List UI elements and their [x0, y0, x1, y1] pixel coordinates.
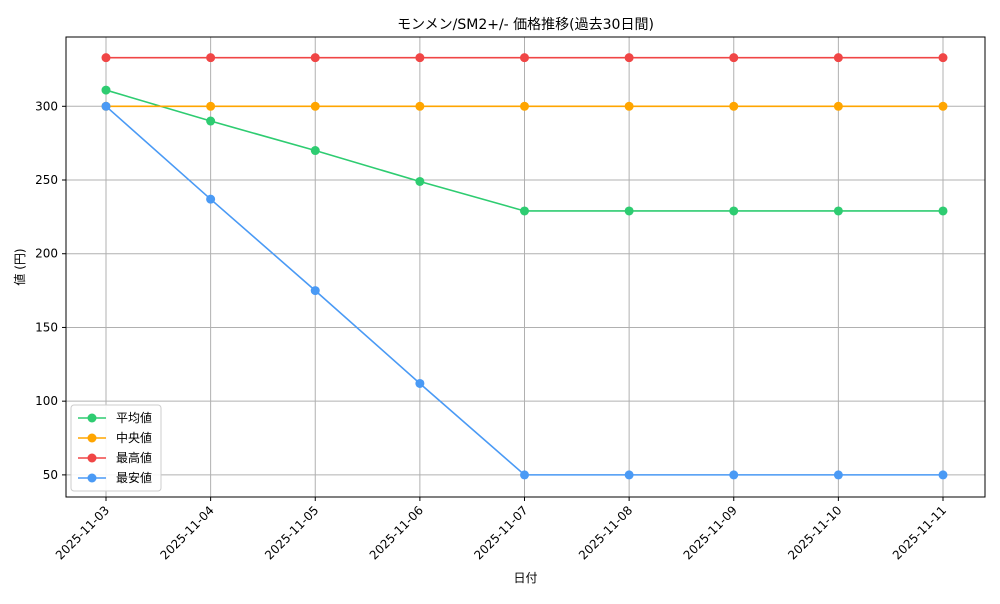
data-point — [310, 53, 320, 63]
legend-label: 最安値 — [116, 470, 152, 485]
data-point — [729, 101, 739, 111]
data-point — [833, 53, 843, 63]
data-point — [520, 206, 529, 216]
data-point — [520, 101, 529, 111]
data-point — [938, 53, 948, 63]
data-point — [206, 116, 216, 126]
legend-marker — [87, 433, 97, 443]
data-point — [101, 85, 111, 95]
data-point — [206, 53, 216, 63]
data-point — [310, 101, 320, 111]
data-point — [938, 470, 948, 480]
data-point — [624, 470, 634, 480]
y-tick-label: 250 — [35, 173, 58, 187]
x-tick-label: 2025-11-10 — [785, 503, 844, 562]
y-axis: 50 100 150 200 250 300 — [35, 99, 66, 482]
data-point — [415, 378, 425, 388]
data-point — [310, 286, 320, 296]
data-point — [415, 53, 425, 63]
data-point — [624, 53, 634, 63]
legend-marker — [87, 473, 97, 483]
data-point — [101, 53, 111, 63]
legend-marker — [87, 413, 97, 423]
legend-label: 最高値 — [116, 450, 152, 465]
data-point — [833, 101, 843, 111]
x-tick-label: 2025-11-09 — [681, 503, 740, 562]
legend-label: 平均値 — [116, 410, 152, 425]
data-point — [729, 53, 739, 63]
x-tick-label: 2025-11-03 — [53, 503, 112, 562]
data-point — [101, 101, 111, 111]
plot-frame — [65, 36, 986, 498]
data-point — [624, 206, 634, 216]
data-point — [729, 206, 739, 216]
data-point — [520, 470, 529, 480]
y-tick-label: 300 — [35, 99, 58, 113]
data-point — [833, 206, 843, 216]
data-point — [310, 146, 320, 156]
y-tick-label: 150 — [35, 320, 58, 334]
chart-title: モンメン/SM2+/- 価格推移(過去30日間) — [397, 17, 654, 33]
x-axis: 2025-11-03 2025-11-04 2025-11-05 2025-11-06… — [53, 497, 949, 562]
x-axis-label: 日付 — [513, 571, 537, 585]
x-tick-label: 2025-11-11 — [890, 503, 949, 562]
data-point — [729, 470, 739, 480]
data-point — [833, 470, 843, 480]
data-point — [938, 101, 948, 111]
legend-marker — [87, 453, 97, 463]
data-point — [415, 101, 425, 111]
x-tick-label: 2025-11-06 — [367, 503, 426, 562]
x-tick-label: 2025-11-05 — [262, 503, 321, 562]
x-tick-label: 2025-11-07 — [471, 503, 530, 562]
y-tick-label: 50 — [43, 468, 58, 482]
legend-label: 中央値 — [116, 430, 152, 445]
data-point — [938, 206, 948, 216]
data-point — [206, 101, 216, 111]
data-point — [520, 53, 529, 63]
y-axis-label: 値 (円) — [12, 248, 27, 285]
x-tick-label: 2025-11-08 — [576, 503, 635, 562]
x-tick-label: 2025-11-04 — [158, 503, 217, 562]
y-tick-label: 100 — [35, 394, 58, 408]
y-tick-label: 200 — [35, 247, 58, 261]
data-point — [206, 194, 216, 204]
data-point — [415, 176, 425, 186]
series-layer — [101, 53, 948, 480]
legend-box — [70, 404, 162, 492]
data-point — [624, 101, 634, 111]
